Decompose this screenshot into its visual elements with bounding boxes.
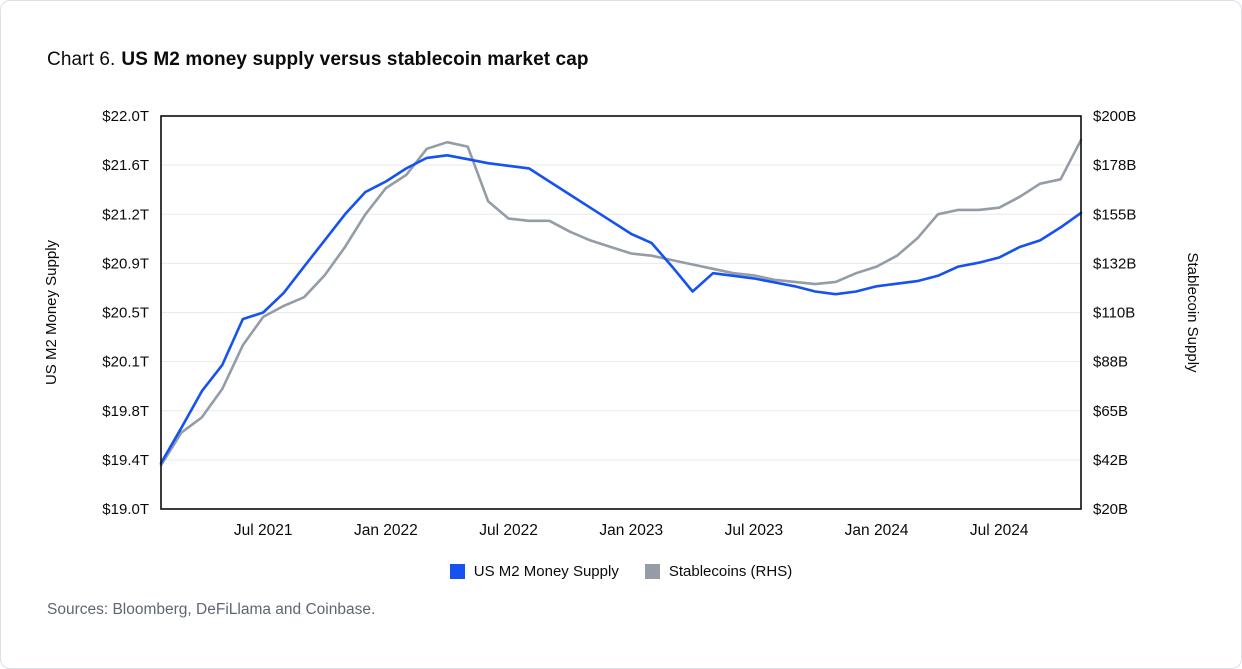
right-axis-tick-label: $132B [1093, 255, 1136, 272]
right-axis-tick-label: $42B [1093, 452, 1128, 469]
left-axis-title: US M2 Money Supply [43, 239, 60, 385]
m2-line [159, 154, 1083, 465]
left-axis-tick-label: $22.0T [102, 108, 149, 125]
right-axis-tick-label: $65B [1093, 403, 1128, 420]
left-axis-tick-label: $21.6T [102, 157, 149, 174]
right-axis-tick-label: $88B [1093, 354, 1128, 371]
left-axis-tick-label: $19.0T [102, 501, 149, 518]
left-axis-tick-label: $21.2T [102, 206, 149, 223]
stablecoins-swatch-icon [644, 564, 660, 579]
left-axis-tick-label: $19.4T [102, 452, 149, 469]
left-axis-tick-label: $19.8T [102, 403, 149, 420]
m2-legend-label: US M2 Money Supply [473, 563, 619, 580]
x-axis-tick-label: Jan 2022 [354, 522, 418, 539]
left-axis-tick-label: $20.1T [102, 354, 149, 371]
stablecoins-legend-label: Stablecoins (RHS) [668, 563, 793, 580]
x-axis-tick-label: Jan 2023 [599, 522, 663, 539]
chart-title-text: US M2 money supply versus stablecoin mar… [121, 49, 589, 70]
right-axis-tick-label: $178B [1093, 157, 1136, 174]
m2-swatch-icon [449, 564, 465, 579]
left-axis-tick-label: $20.5T [102, 305, 149, 322]
legend: US M2 Money Supply Stablecoins (RHS) [1, 563, 1241, 580]
chart-title: Chart 6. US M2 money supply versus stable… [47, 49, 589, 71]
right-axis-tick-label: $20B [1093, 501, 1128, 518]
chart-number: Chart 6. [47, 49, 116, 70]
x-axis-tick-label: Jul 2023 [725, 522, 784, 539]
plot-border [160, 115, 1082, 510]
legend-item-stablecoins: Stablecoins (RHS) [644, 563, 793, 580]
sources-note: Sources: Bloomberg, DeFiLlama and Coinba… [47, 601, 376, 618]
right-axis-tick-label: $110B [1093, 305, 1135, 322]
left-axis-tick-label: $20.9T [102, 255, 149, 272]
right-axis-tick-label: $200B [1093, 108, 1136, 125]
legend-item-m2: US M2 Money Supply [449, 563, 619, 580]
x-axis-tick-label: Jul 2022 [479, 522, 538, 539]
stablecoin-line [159, 138, 1083, 467]
x-axis-tick-label: Jul 2024 [970, 522, 1029, 539]
x-axis-tick-label: Jan 2024 [845, 522, 909, 539]
right-axis-tick-label: $155B [1093, 206, 1136, 223]
x-axis-tick-label: Jul 2021 [234, 522, 293, 539]
right-axis-title: Stablecoin Supply [1184, 252, 1201, 373]
